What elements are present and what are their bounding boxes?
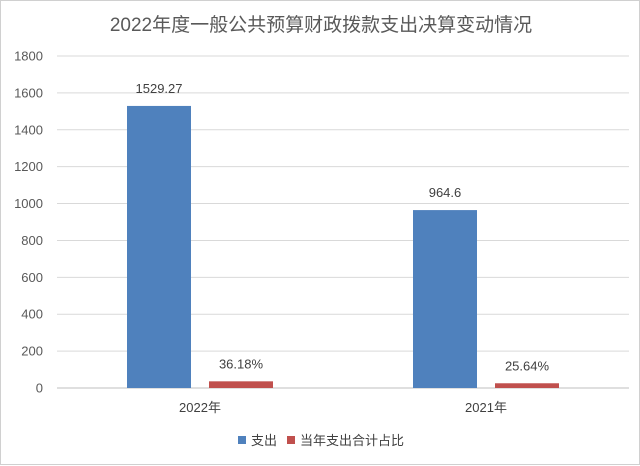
legend-label: 支出 <box>251 433 277 448</box>
data-label: 36.18% <box>219 356 264 371</box>
legend-label: 当年支出合计占比 <box>300 433 404 448</box>
data-labels: 1529.27 36.18% 964.6 25.64% <box>136 81 550 373</box>
y-tick-label: 600 <box>21 270 43 285</box>
y-axis-ticks: 0 200 400 600 800 1000 1200 1400 1600 1800 <box>14 49 43 396</box>
data-label: 1529.27 <box>136 81 183 96</box>
x-category-label: 2021年 <box>465 400 507 415</box>
y-tick-label: 1400 <box>14 122 43 137</box>
bar-share-0 <box>209 381 273 388</box>
y-tick-label: 1600 <box>14 85 43 100</box>
x-axis-categories: 2022年 2021年 <box>179 400 507 415</box>
legend-swatch <box>238 436 246 444</box>
legend-swatch <box>287 436 295 444</box>
y-tick-label: 0 <box>36 381 43 396</box>
bars <box>127 105 559 389</box>
y-tick-label: 1000 <box>14 196 43 211</box>
y-tick-label: 200 <box>21 344 43 359</box>
x-category-label: 2022年 <box>179 400 221 415</box>
bar-share-1 <box>495 383 559 388</box>
y-tick-label: 1200 <box>14 159 43 174</box>
data-label: 964.6 <box>429 185 462 200</box>
y-tick-label: 400 <box>21 307 43 322</box>
data-label: 25.64% <box>505 358 550 373</box>
bar-expense-1 <box>413 210 477 388</box>
chart-title: 2022年度一般公共预算财政拨款支出决算变动情况 <box>110 14 532 36</box>
y-tick-label: 800 <box>21 233 43 248</box>
legend: 支出 当年支出合计占比 <box>238 433 404 448</box>
y-tick-label: 1800 <box>14 49 43 64</box>
bar-expense-0 <box>127 105 191 389</box>
